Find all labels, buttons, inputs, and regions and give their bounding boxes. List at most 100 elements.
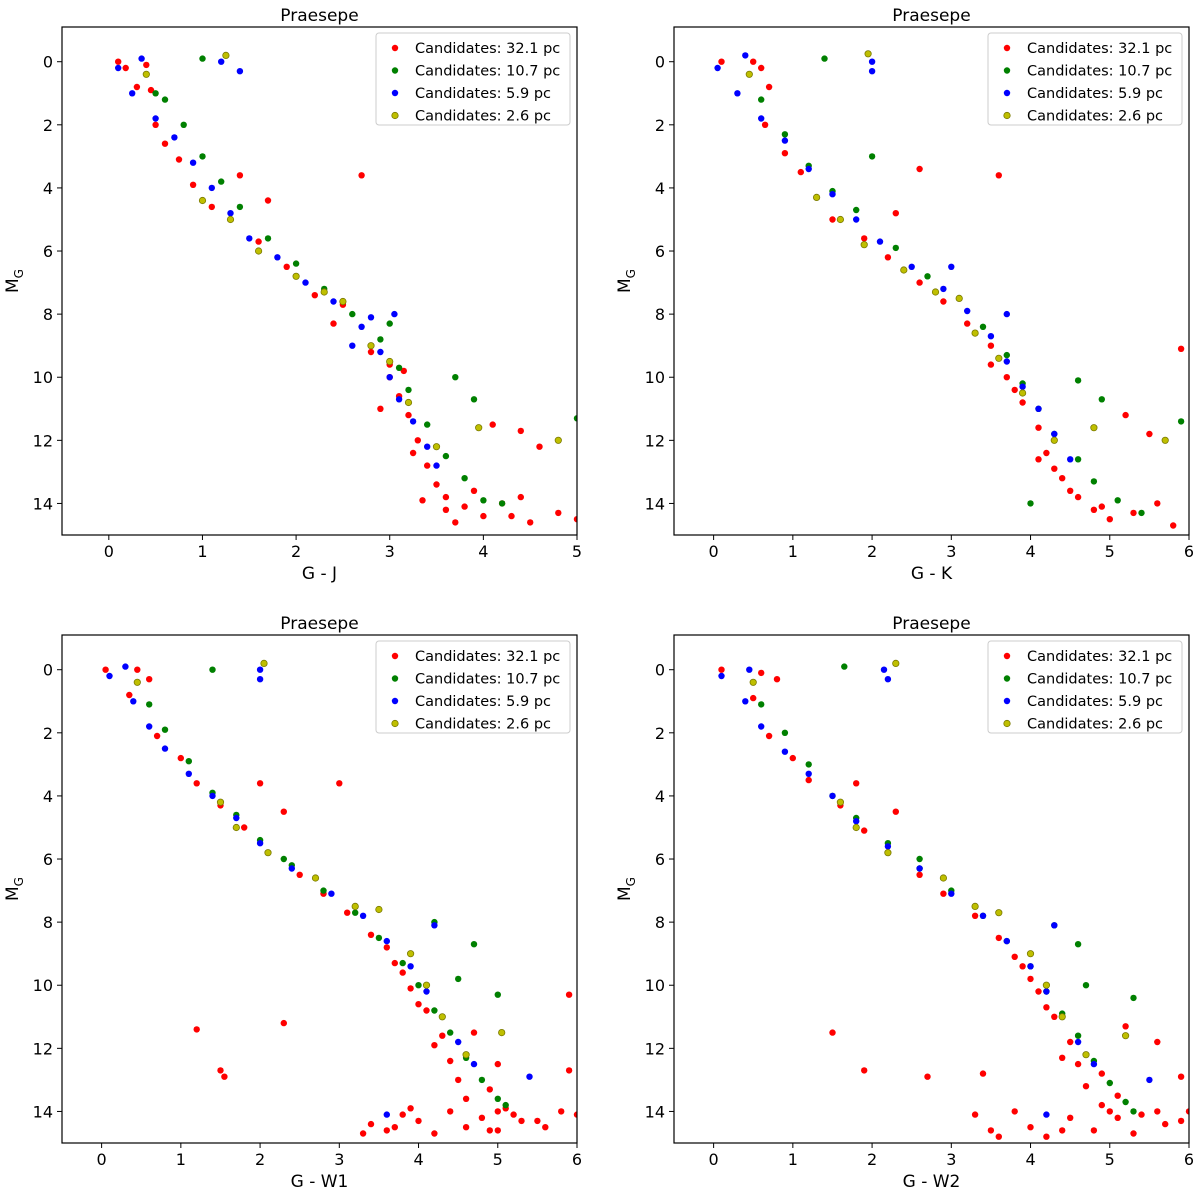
data-point	[1067, 1038, 1074, 1046]
data-point	[133, 678, 141, 686]
data-point	[781, 729, 789, 736]
y-tick-label: 10	[33, 976, 53, 995]
data-point	[718, 666, 725, 673]
data-point	[1114, 497, 1121, 504]
y-tick-label: 8	[43, 305, 53, 324]
data-point	[152, 115, 159, 122]
data-point	[1074, 377, 1082, 384]
data-point	[829, 1029, 836, 1036]
data-point	[358, 323, 365, 330]
data-point	[296, 871, 303, 878]
legend-marker	[391, 697, 399, 705]
data-point	[1051, 465, 1058, 472]
data-point	[1027, 500, 1034, 507]
data-point	[1098, 1070, 1106, 1077]
data-point	[1035, 405, 1042, 412]
data-point	[750, 58, 757, 65]
data-point	[1067, 456, 1074, 463]
y-tick-label: 12	[33, 1039, 53, 1058]
legend-box	[375, 640, 571, 734]
data-point	[351, 902, 359, 911]
data-point	[812, 193, 821, 201]
data-point	[423, 1007, 430, 1014]
data-point	[1074, 493, 1082, 501]
data-point	[180, 121, 187, 128]
series-1	[102, 666, 577, 1137]
data-point	[1074, 1060, 1082, 1068]
data-point	[554, 436, 562, 444]
data-point	[115, 64, 122, 72]
legend-marker	[1003, 719, 1011, 728]
data-point	[853, 818, 860, 825]
x-axis-label: G - W1	[291, 1172, 349, 1192]
data-point	[892, 210, 899, 217]
data-point	[399, 969, 406, 976]
x-tick-label: 4	[478, 542, 488, 561]
data-point	[1067, 1114, 1074, 1122]
y-tick-label: 6	[43, 242, 53, 261]
legend-entry: Candidates: 2.6 pc	[1027, 109, 1163, 125]
data-point	[1161, 436, 1169, 444]
data-point	[1106, 1108, 1114, 1115]
legend-marker	[1003, 652, 1011, 660]
data-point	[987, 342, 995, 349]
x-tick-label: 1	[197, 542, 207, 561]
data-point	[1059, 475, 1066, 482]
x-tick-label: 5	[493, 1150, 503, 1169]
data-point	[573, 1111, 577, 1118]
data-point	[395, 396, 403, 403]
data-point	[868, 58, 876, 65]
y-tick-label: 4	[43, 179, 53, 198]
data-point	[924, 273, 931, 280]
data-point	[486, 1086, 493, 1093]
y-tick-label: 2	[655, 724, 665, 743]
y-tick-label: 2	[43, 724, 53, 743]
data-point	[939, 874, 948, 882]
data-point	[1027, 975, 1034, 983]
y-axis-label: MG	[615, 269, 638, 293]
data-point	[1098, 396, 1106, 403]
data-point	[185, 770, 192, 777]
data-point	[494, 1095, 501, 1103]
data-point	[742, 698, 749, 705]
data-point	[433, 462, 440, 469]
data-point	[1011, 953, 1018, 960]
data-point	[431, 1130, 438, 1137]
data-point	[1003, 358, 1010, 365]
data-point	[1122, 1098, 1129, 1106]
y-tick-label: 4	[43, 787, 53, 806]
data-point	[916, 279, 923, 286]
data-point	[233, 814, 240, 822]
data-point	[1114, 1114, 1121, 1122]
data-point	[1074, 941, 1082, 948]
data-point	[853, 206, 860, 214]
data-point	[758, 64, 765, 72]
data-point	[892, 808, 899, 815]
data-point	[1027, 1124, 1034, 1131]
data-point	[264, 849, 272, 857]
chart-title: Praesepe	[280, 614, 358, 634]
data-point	[1026, 950, 1035, 958]
data-point	[311, 874, 320, 882]
y-tick-label: 8	[655, 913, 665, 932]
plot-frame	[61, 634, 578, 1144]
data-point	[892, 659, 900, 668]
data-point	[518, 1117, 525, 1125]
data-point	[1003, 937, 1010, 945]
series-4	[745, 50, 1169, 444]
y-tick-label: 0	[43, 661, 53, 680]
data-point	[280, 855, 287, 863]
data-point	[462, 1095, 470, 1103]
data-point	[367, 314, 375, 321]
data-point	[841, 663, 848, 670]
legend: Candidates: 32.1 pc Candidates: 10.7 pc Ca…	[987, 640, 1183, 734]
y-tick-label: 2	[655, 116, 665, 135]
plot-frame	[61, 26, 578, 536]
data-point	[971, 329, 979, 337]
data-point	[470, 1060, 478, 1068]
data-point	[750, 694, 757, 702]
data-point	[455, 1038, 462, 1046]
x-axis-label: G - W2	[903, 1172, 961, 1192]
data-point	[407, 1105, 414, 1112]
data-point	[352, 909, 359, 916]
